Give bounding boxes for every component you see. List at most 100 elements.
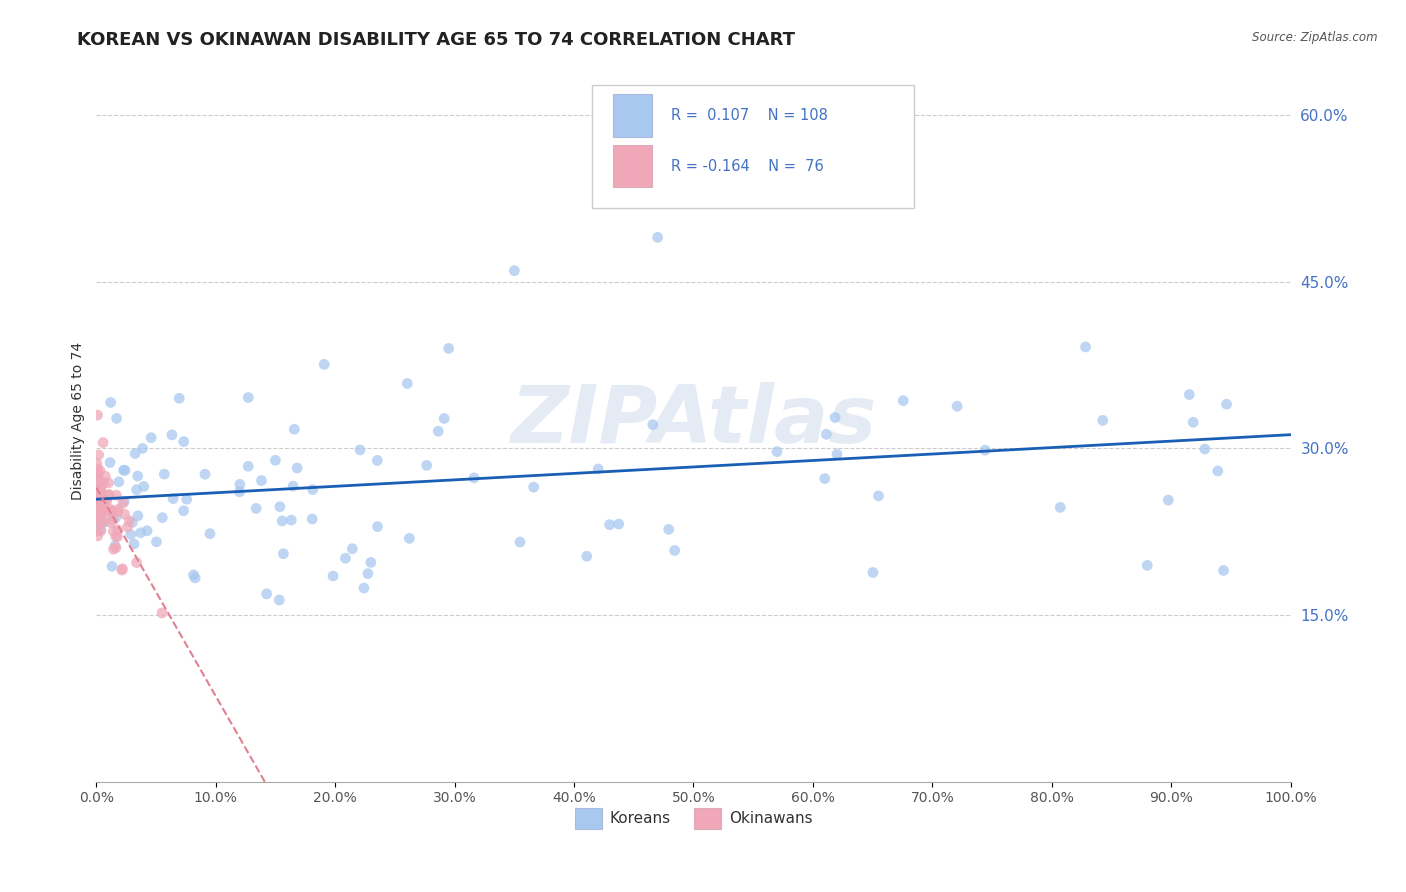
Point — [93, 475, 115, 490]
Point — [86, 513, 108, 527]
Point — [101, 512, 124, 526]
Point — [357, 566, 380, 581]
Point — [285, 461, 308, 475]
FancyBboxPatch shape — [592, 85, 914, 208]
Point — [575, 549, 598, 564]
Point — [173, 504, 195, 518]
Point — [91, 435, 114, 450]
Point — [87, 475, 110, 489]
Point — [89, 523, 111, 537]
Point — [87, 495, 110, 509]
Text: Source: ZipAtlas.com: Source: ZipAtlas.com — [1253, 31, 1378, 45]
Point — [280, 513, 302, 527]
Point — [322, 569, 344, 583]
Point — [862, 566, 884, 580]
Text: R =  0.107    N = 108: R = 0.107 N = 108 — [671, 108, 828, 123]
Point — [86, 486, 108, 500]
Point — [824, 410, 846, 425]
Point — [114, 463, 136, 477]
Point — [87, 485, 110, 500]
Point — [111, 563, 134, 577]
Point — [360, 556, 382, 570]
Point — [353, 581, 375, 595]
Point — [86, 408, 108, 422]
Point — [167, 391, 190, 405]
Point — [100, 502, 122, 516]
Point — [176, 492, 198, 507]
Point — [108, 475, 131, 489]
Point — [586, 462, 609, 476]
Point — [129, 525, 152, 540]
Point — [367, 519, 389, 533]
Point — [229, 477, 252, 491]
Point — [90, 492, 112, 507]
Point — [437, 342, 460, 356]
Point — [301, 512, 323, 526]
Point — [132, 479, 155, 493]
Point — [269, 593, 291, 607]
Point — [891, 393, 914, 408]
Point — [415, 458, 437, 473]
Point — [1157, 493, 1180, 508]
Point — [105, 488, 128, 502]
Point — [1074, 340, 1097, 354]
Point — [87, 448, 110, 462]
Point — [104, 529, 127, 543]
Point — [145, 534, 167, 549]
Point — [766, 444, 789, 458]
Point — [90, 479, 112, 493]
Y-axis label: Disability Age 65 to 74: Disability Age 65 to 74 — [72, 342, 86, 500]
Point — [93, 506, 115, 520]
Point — [271, 514, 294, 528]
Point — [194, 467, 217, 482]
Point — [87, 466, 110, 480]
Point — [127, 469, 149, 483]
Point — [112, 463, 135, 477]
Point — [125, 483, 148, 497]
Point — [87, 498, 110, 512]
Point — [87, 500, 110, 515]
Point — [121, 516, 143, 530]
Point — [281, 479, 304, 493]
Point — [105, 530, 128, 544]
Point — [238, 391, 260, 405]
Point — [89, 475, 111, 489]
Point — [86, 473, 108, 487]
Point — [314, 358, 336, 372]
Legend: Koreans, Okinawans: Koreans, Okinawans — [568, 802, 818, 836]
Point — [1049, 500, 1071, 515]
Point — [509, 535, 531, 549]
Point — [754, 153, 776, 167]
Point — [342, 541, 364, 556]
Point — [463, 471, 485, 485]
Point — [86, 475, 108, 490]
Point — [107, 502, 129, 516]
Point — [100, 516, 122, 530]
Point — [335, 551, 357, 566]
Point — [89, 508, 111, 522]
Point — [90, 483, 112, 498]
Point — [90, 524, 112, 538]
Point — [86, 457, 108, 471]
Point — [349, 442, 371, 457]
Point — [94, 515, 117, 529]
Point — [228, 484, 250, 499]
Point — [868, 489, 890, 503]
Point — [91, 503, 114, 517]
Point — [153, 467, 176, 482]
Point — [103, 524, 125, 539]
Point — [96, 492, 118, 507]
Point — [427, 424, 450, 438]
Point — [647, 230, 669, 244]
Point — [107, 504, 129, 518]
Point — [131, 442, 153, 456]
Point — [946, 399, 969, 413]
Point — [1136, 558, 1159, 573]
Point — [523, 480, 546, 494]
Point — [90, 517, 112, 532]
FancyBboxPatch shape — [613, 145, 651, 187]
Point — [1194, 442, 1216, 456]
Point — [814, 472, 837, 486]
Point — [162, 491, 184, 506]
Point — [111, 562, 134, 576]
